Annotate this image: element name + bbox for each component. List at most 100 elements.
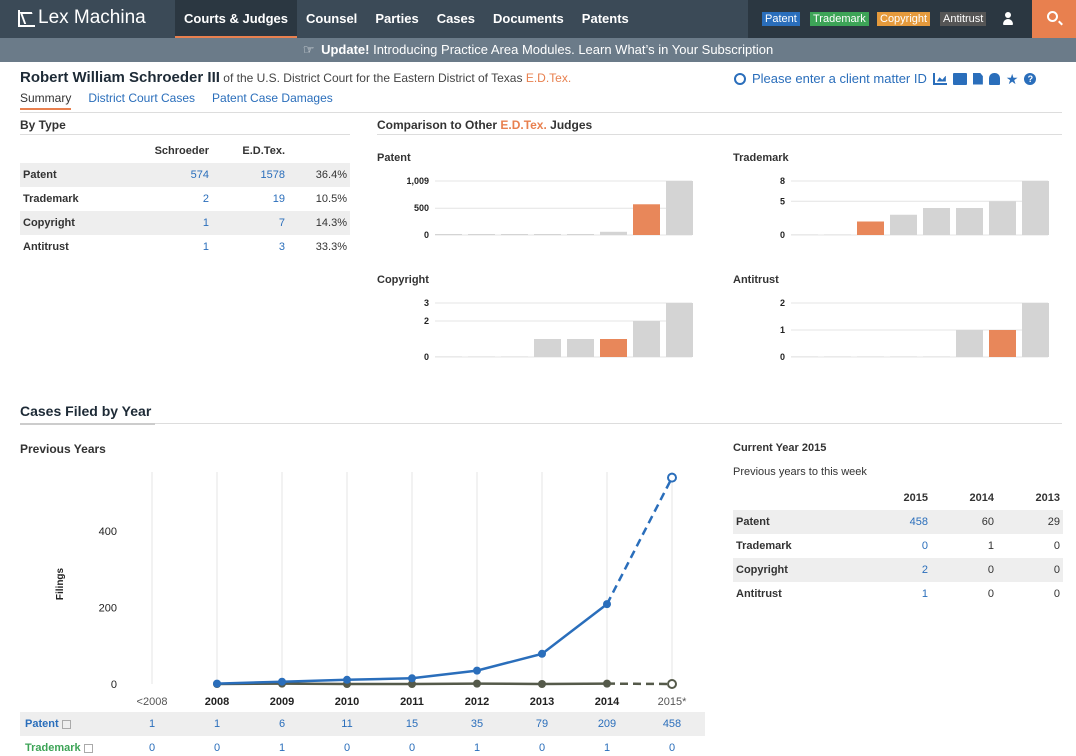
court-count-link[interactable]: 19: [272, 193, 285, 205]
year-count-link[interactable]: 11: [341, 718, 353, 730]
other-judge-bar[interactable]: [791, 234, 818, 236]
data-point-trademark[interactable]: [603, 679, 611, 688]
other-judge-bar[interactable]: [435, 234, 462, 235]
data-point-patent[interactable]: [473, 666, 481, 675]
update-banner[interactable]: ☞ Update! Introducing Practice Area Modu…: [0, 38, 1076, 62]
other-judge-bar[interactable]: [956, 330, 983, 357]
other-judge-bar[interactable]: [890, 214, 917, 235]
other-judge-bar[interactable]: [890, 356, 917, 358]
judge-bar[interactable]: [633, 204, 660, 235]
year-count-link[interactable]: 1: [213, 718, 221, 730]
other-judge-bar[interactable]: [468, 234, 495, 235]
year-count-link[interactable]: 0: [538, 742, 546, 754]
year-count-link[interactable]: 15: [405, 718, 419, 730]
other-judge-bar[interactable]: [534, 234, 561, 235]
other-judge-bar[interactable]: [468, 356, 495, 358]
judge-count-link[interactable]: 574: [142, 163, 212, 187]
count-2015-link[interactable]: 2: [865, 558, 931, 582]
year-count-link[interactable]: 6: [278, 718, 286, 730]
judge-bar[interactable]: [989, 330, 1016, 357]
other-judge-bar[interactable]: [600, 231, 627, 235]
judge-count-link[interactable]: 1: [202, 241, 209, 253]
year-count-link[interactable]: 79: [535, 718, 549, 730]
series-toggle-checkbox[interactable]: [61, 719, 71, 729]
data-point-patent[interactable]: [278, 677, 286, 686]
year-count-link[interactable]: 209: [597, 718, 617, 730]
nav-item-cases[interactable]: Cases: [436, 11, 475, 26]
other-judge-bar[interactable]: [956, 208, 983, 235]
logo[interactable]: Lex Machina: [18, 7, 146, 29]
court-count-link[interactable]: 7: [212, 211, 288, 235]
judge-count-link[interactable]: 1: [142, 211, 212, 235]
document-icon[interactable]: [972, 72, 983, 85]
other-judge-bar[interactable]: [923, 356, 950, 358]
data-point-patent[interactable]: [408, 674, 416, 683]
data-point-patent[interactable]: [213, 679, 221, 688]
judge-bar[interactable]: [857, 221, 884, 236]
other-judge-bar[interactable]: [824, 234, 851, 236]
user-icon[interactable]: [1002, 12, 1014, 26]
other-judge-bar[interactable]: [923, 208, 950, 235]
update-text[interactable]: Introducing Practice Area Modules. Learn…: [373, 42, 774, 57]
tag-copyright[interactable]: Copyright: [877, 12, 931, 26]
series-toggle-checkbox[interactable]: [83, 743, 93, 753]
bell-icon[interactable]: [988, 72, 1000, 85]
year-count-link[interactable]: 0: [148, 742, 156, 754]
tab-patent-case-damages[interactable]: Patent Case Damages: [212, 91, 333, 105]
year-count-link[interactable]: 0: [408, 742, 416, 754]
year-count-link[interactable]: 1: [473, 742, 481, 754]
count-2015-link[interactable]: 458: [865, 510, 931, 534]
other-judge-bar[interactable]: [857, 356, 884, 358]
year-count-link[interactable]: 35: [470, 718, 484, 730]
other-judge-bar[interactable]: [989, 201, 1016, 235]
judge-count-link[interactable]: 2: [202, 193, 209, 205]
court-count-link[interactable]: 3: [278, 241, 285, 253]
other-judge-bar[interactable]: [666, 181, 693, 235]
nav-item-courts-judges[interactable]: Courts & Judges: [175, 0, 298, 38]
client-matter-link[interactable]: Please enter a client matter ID: [752, 71, 927, 86]
data-point-trademark[interactable]: [408, 680, 416, 688]
year-count-link[interactable]: 0: [343, 742, 351, 754]
data-point-trademark[interactable]: [667, 679, 677, 689]
court-count-link[interactable]: 1578: [212, 163, 288, 187]
other-judge-bar[interactable]: [534, 339, 561, 357]
tag-antitrust[interactable]: Antitrust: [940, 12, 987, 26]
year-count-link[interactable]: 1: [148, 718, 156, 730]
nav-item-parties[interactable]: Parties: [375, 11, 419, 26]
tag-patent[interactable]: Patent: [762, 12, 800, 26]
judge-bar[interactable]: [600, 339, 627, 357]
court-abbr[interactable]: E.D.Tex.: [525, 71, 572, 85]
other-judge-bar[interactable]: [567, 234, 594, 235]
tab-summary[interactable]: Summary: [20, 91, 72, 110]
other-judge-bar[interactable]: [666, 303, 693, 357]
tab-district-court-cases[interactable]: District Court Cases: [88, 91, 196, 105]
data-point-patent[interactable]: [343, 675, 351, 684]
help-icon[interactable]: ?: [1024, 72, 1037, 85]
year-count-link[interactable]: 1: [278, 742, 286, 754]
star-icon[interactable]: ★: [1005, 70, 1019, 87]
count-2015-link[interactable]: 1: [921, 588, 928, 600]
year-count-link[interactable]: 1: [603, 742, 611, 754]
nav-item-documents[interactable]: Documents: [493, 11, 564, 26]
year-count-link[interactable]: 458: [662, 718, 682, 730]
other-judge-bar[interactable]: [567, 339, 594, 357]
year-count-link[interactable]: 0: [668, 742, 676, 754]
other-judge-bar[interactable]: [435, 356, 462, 358]
data-point-patent[interactable]: [603, 600, 611, 609]
other-judge-bar[interactable]: [633, 321, 660, 357]
other-judge-bar[interactable]: [501, 234, 528, 235]
data-point-patent[interactable]: [538, 649, 546, 658]
other-judge-bar[interactable]: [1022, 303, 1049, 357]
mail-icon[interactable]: [952, 72, 967, 85]
nav-item-patents[interactable]: Patents: [581, 11, 629, 26]
other-judge-bar[interactable]: [1022, 181, 1049, 235]
year-count-link[interactable]: 0: [213, 742, 221, 754]
chart-icon[interactable]: [932, 72, 947, 85]
search-button[interactable]: [1032, 0, 1076, 38]
other-judge-bar[interactable]: [824, 356, 851, 358]
other-judge-bar[interactable]: [501, 356, 528, 358]
count-2015-link[interactable]: 0: [921, 540, 928, 552]
data-point-trademark[interactable]: [473, 679, 481, 688]
data-point-trademark[interactable]: [538, 680, 546, 688]
other-judge-bar[interactable]: [791, 356, 818, 358]
